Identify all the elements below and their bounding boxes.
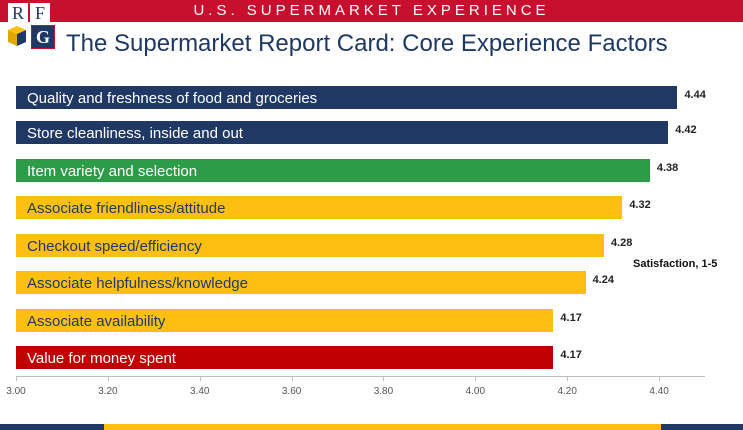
x-tick-7 bbox=[567, 376, 569, 381]
value-label-4: 4.32 bbox=[629, 199, 651, 211]
x-tick-1 bbox=[16, 376, 17, 381]
logo-letter-f: F bbox=[30, 3, 50, 23]
bar-1 bbox=[16, 86, 678, 109]
bar-label-7: Associate availability bbox=[27, 313, 166, 330]
value-label-2: 4.42 bbox=[675, 124, 697, 136]
footer-stripe-navy-left bbox=[0, 424, 104, 430]
bar-label-3: Item variety and selection bbox=[27, 163, 198, 180]
x-tick-5 bbox=[383, 376, 385, 381]
logo-letter-g: G bbox=[31, 25, 55, 49]
x-tick-2 bbox=[107, 376, 109, 381]
x-tick-label-8: 4.40 bbox=[649, 386, 669, 397]
value-label-6: 4.24 bbox=[592, 274, 614, 286]
x-tick-8 bbox=[659, 376, 661, 381]
x-tick-label-3: 3.40 bbox=[189, 386, 210, 397]
bar-label-4: Associate friendliness/attitude bbox=[27, 200, 226, 217]
bar-8 bbox=[16, 346, 554, 369]
value-label-5: 4.28 bbox=[610, 237, 633, 249]
x-tick-label-1: 3.00 bbox=[6, 386, 26, 397]
banner-title: U.S. SUPERMARKET EXPERIENCE bbox=[193, 2, 550, 19]
rfg-logo: R F G bbox=[6, 3, 58, 49]
x-tick-label-6: 4.00 bbox=[465, 386, 486, 397]
value-label-3: 4.38 bbox=[656, 162, 679, 174]
bar-label-8: Value for money spent bbox=[27, 350, 176, 367]
x-tick-label-5: 3.80 bbox=[373, 386, 394, 397]
x-tick-label-2: 3.20 bbox=[98, 386, 118, 397]
footer-stripe-gold bbox=[104, 424, 661, 430]
x-axis-line bbox=[16, 376, 705, 377]
x-tick-4 bbox=[291, 376, 293, 381]
value-label-1: 4.44 bbox=[684, 89, 706, 101]
footer-stripe-navy-right bbox=[661, 424, 743, 430]
bar-3 bbox=[16, 159, 650, 182]
value-axis-label: Satisfaction, 1-5 bbox=[633, 258, 718, 270]
bar-label-2: Store cleanliness, inside and out bbox=[27, 125, 243, 142]
bar-5 bbox=[16, 234, 604, 257]
value-label-8: 4.17 bbox=[560, 349, 582, 361]
chart-title: The Supermarket Report Card: Core Experi… bbox=[66, 30, 668, 57]
logo-letter-r: R bbox=[8, 3, 28, 23]
x-tick-6 bbox=[475, 376, 477, 381]
cube-icon bbox=[8, 26, 26, 46]
x-tick-3 bbox=[199, 376, 201, 381]
bar-label-6: Associate helpfulness/knowledge bbox=[27, 275, 248, 292]
header-banner: U.S. SUPERMARKET EXPERIENCE bbox=[0, 0, 743, 22]
bar-6 bbox=[16, 271, 586, 294]
value-label-7: 4.17 bbox=[560, 312, 582, 324]
bar-label-5: Checkout speed/efficiency bbox=[27, 238, 202, 255]
bar-2 bbox=[16, 121, 669, 144]
x-tick-label-4: 3.60 bbox=[281, 386, 302, 397]
bar-label-1: Quality and freshness of food and grocer… bbox=[27, 90, 318, 107]
x-tick-label-7: 4.20 bbox=[557, 386, 577, 397]
bar-4 bbox=[16, 196, 623, 219]
bar-7 bbox=[16, 309, 554, 332]
